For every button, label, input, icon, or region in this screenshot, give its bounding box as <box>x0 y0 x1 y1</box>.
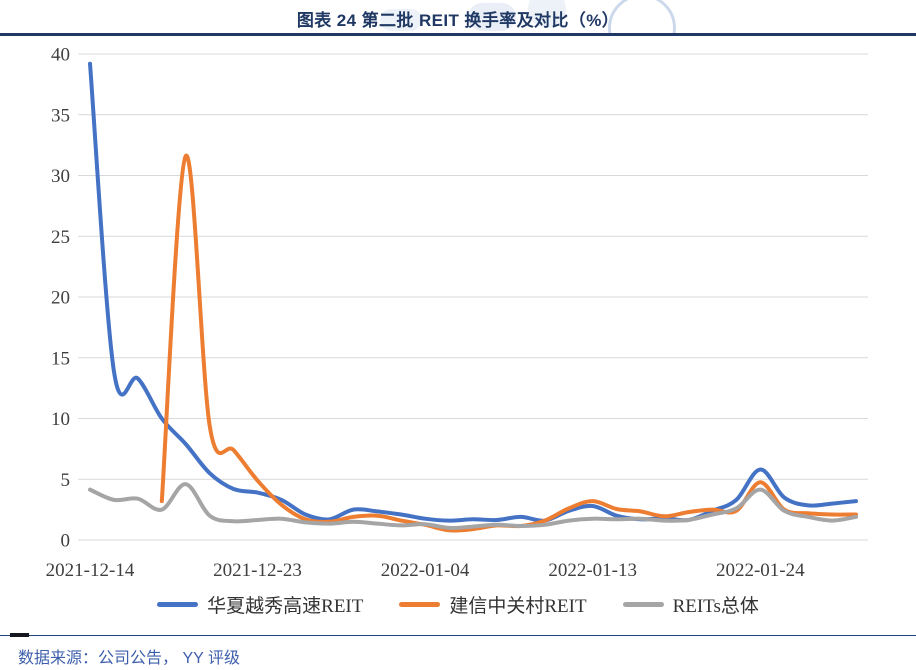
legend-label: 建信中关村REIT <box>449 595 587 617</box>
x-tick-label: 2021-12-14 <box>46 560 135 581</box>
y-tick-label: 15 <box>51 348 70 369</box>
y-tick-label: 40 <box>51 45 70 66</box>
y-tick-label: 35 <box>51 105 70 126</box>
x-tick-label: 2022-01-13 <box>548 560 637 581</box>
x-tick-label: 2022-01-24 <box>716 560 805 581</box>
series-line-2 <box>88 482 858 530</box>
watermark-blob <box>380 9 422 31</box>
x-tick-label: 2022-01-04 <box>381 560 470 581</box>
source-note: 数据来源：公司公告， YY 评级 <box>18 650 240 667</box>
legend-swatch-gray <box>622 601 664 607</box>
y-tick-label: 10 <box>51 409 70 430</box>
turnover-line-chart: 0 5 10 15 20 25 30 35 40 2021-12-14 2021-12-23 2022… <box>46 45 868 581</box>
x-tick-label: 2021-12-23 <box>213 560 302 581</box>
legend-item: REITs总体 <box>622 591 759 618</box>
legend-swatch-orange <box>399 601 441 607</box>
legend-label: REITs总体 <box>672 595 759 617</box>
title-rule <box>0 33 916 36</box>
legend-swatch-blue <box>157 601 199 607</box>
footer-dash <box>10 633 29 637</box>
series-line-0 <box>88 61 858 523</box>
chart-legend: 华夏越秀高速REIT 建信中关村REIT REITs总体 <box>0 591 916 617</box>
legend-item: 华夏越秀高速REIT <box>157 591 363 618</box>
y-tick-label: 30 <box>51 166 70 187</box>
legend-item: 建信中关村REIT <box>399 591 587 618</box>
y-tick-label: 5 <box>61 470 71 491</box>
legend-label: 华夏越秀高速REIT <box>207 595 364 617</box>
y-tick-label: 20 <box>51 288 70 309</box>
y-tick-label: 25 <box>51 227 70 248</box>
chart-footer: 数据来源：公司公告， YY 评级 <box>0 633 916 668</box>
watermark-blob <box>468 3 516 31</box>
chart-header: 图表 24 第二批 REIT 换手率及对比（%） <box>0 0 916 33</box>
y-tick-label: 0 <box>61 531 71 552</box>
chart-title: 图表 24 第二批 REIT 换手率及对比（%） <box>296 11 620 30</box>
